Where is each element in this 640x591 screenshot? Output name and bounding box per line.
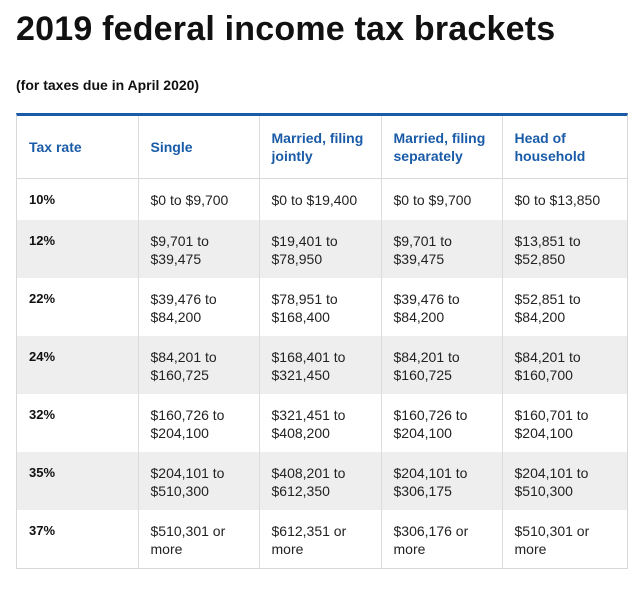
tax-rate-cell: 12% xyxy=(17,220,139,278)
tax-rate-cell: 24% xyxy=(17,336,139,394)
single-cell: $84,201 to $160,725 xyxy=(138,336,260,394)
married-jointly-cell: $0 to $19,400 xyxy=(259,178,382,220)
header-head-of-household: Head of household xyxy=(502,116,627,179)
page-title: 2019 federal income tax brackets xyxy=(16,10,556,48)
head-of-household-cell: $13,851 to $52,850 xyxy=(514,233,581,267)
married-separately-cell: $39,476 to $84,200 xyxy=(381,278,503,336)
tax-rate-cell: 22% xyxy=(17,278,139,336)
table-row: 32% $160,726 to $204,100 $321,451 to $40… xyxy=(17,394,627,452)
header-single: Single xyxy=(138,116,260,179)
table-row: 10% $0 to $9,700 $0 to $19,400 $0 to $9,… xyxy=(17,178,627,220)
married-separately-cell: $84,201 to $160,725 xyxy=(381,336,503,394)
married-separately-cell: $9,701 to $39,475 xyxy=(381,220,503,278)
header-married-separately: Married, filing separately xyxy=(381,116,503,179)
single-cell: $160,726 to $204,100 xyxy=(138,394,260,452)
married-separately-cell: $0 to $9,700 xyxy=(381,178,503,220)
head-of-household-cell: $0 to $13,850 xyxy=(514,191,601,208)
head-of-household-cell: $84,201 to $160,700 xyxy=(514,349,581,383)
header-tax-rate: Tax rate xyxy=(17,116,139,179)
table-row: 35% $204,101 to $510,300 $408,201 to $61… xyxy=(17,452,627,510)
married-separately-cell: $306,176 or more xyxy=(381,510,503,568)
tax-rate-cell: 32% xyxy=(17,394,139,452)
married-jointly-cell: $78,951 to $168,400 xyxy=(259,278,382,336)
married-jointly-cell: $19,401 to $78,950 xyxy=(259,220,382,278)
married-jointly-cell: $612,351 or more xyxy=(259,510,382,568)
single-cell: $510,301 or more xyxy=(138,510,260,568)
single-cell: $204,101 to $510,300 xyxy=(138,452,260,510)
single-cell: $39,476 to $84,200 xyxy=(138,278,260,336)
header-married-jointly: Married, filing jointly xyxy=(259,116,382,179)
head-of-household-cell: $510,301 or more xyxy=(514,523,590,557)
married-jointly-cell: $408,201 to $612,350 xyxy=(259,452,382,510)
table-header-row: Tax rate Single Married, filing jointly … xyxy=(17,116,627,179)
married-jointly-cell: $168,401 to $321,450 xyxy=(259,336,382,394)
married-jointly-cell: $321,451 to $408,200 xyxy=(259,394,382,452)
married-separately-cell: $204,101 to $306,175 xyxy=(381,452,503,510)
table-row: 22% $39,476 to $84,200 $78,951 to $168,4… xyxy=(17,278,627,336)
married-separately-cell: $160,726 to $204,100 xyxy=(381,394,503,452)
tax-bracket-table: Tax rate Single Married, filing jointly … xyxy=(16,113,628,569)
tax-rate-cell: 10% xyxy=(17,178,139,220)
page-subtitle: (for taxes due in April 2020) xyxy=(16,77,200,93)
table-row: 12% $9,701 to $39,475 $19,401 to $78,950… xyxy=(17,220,627,278)
single-cell: $9,701 to $39,475 xyxy=(138,220,260,278)
head-of-household-cell: $204,101 to $510,300 xyxy=(514,465,589,499)
table-row: 24% $84,201 to $160,725 $168,401 to $321… xyxy=(17,336,627,394)
tax-rate-cell: 37% xyxy=(17,510,139,568)
table-row: 37% $510,301 or more $612,351 or more $3… xyxy=(17,510,627,568)
single-cell: $0 to $9,700 xyxy=(138,178,260,220)
head-of-household-cell: $52,851 to $84,200 xyxy=(514,291,581,325)
tax-rate-cell: 35% xyxy=(17,452,139,510)
head-of-household-cell: $160,701 to $204,100 xyxy=(514,407,589,441)
